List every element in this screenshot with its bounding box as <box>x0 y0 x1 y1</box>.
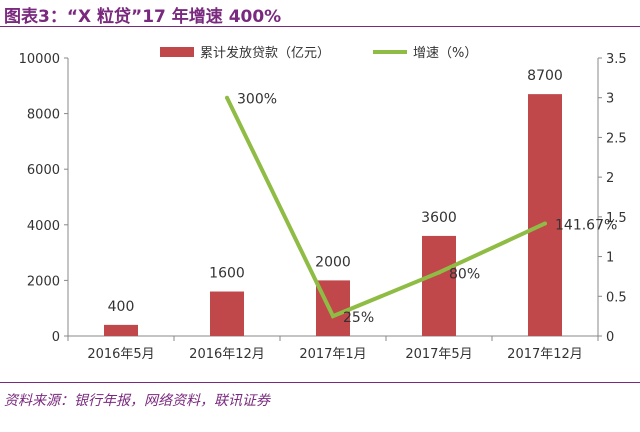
bar <box>210 291 244 336</box>
legend-line-label: 增速（%） <box>413 46 477 61</box>
bar-value-label: 2000 <box>315 254 351 270</box>
y-right-tick-label: 2.5 <box>606 131 627 146</box>
bars-series: 400 1600 2000 3600 8700 <box>104 68 563 336</box>
y-right-tick-label: 1 <box>606 251 614 266</box>
y-right-tick-label: 2 <box>606 171 614 186</box>
x-tick-label: 2017年12月 <box>507 347 583 362</box>
line-point <box>225 95 229 100</box>
line-series: 300% 25% 80% 141.67% <box>225 92 617 326</box>
bar <box>528 94 562 336</box>
y-left-tick-label: 8000 <box>27 108 60 123</box>
legend: 累计发放贷款（亿元） 增速（%） <box>160 45 477 61</box>
line-path <box>225 96 546 319</box>
line-value-label: 80% <box>449 266 480 282</box>
y-left-tick-label: 2000 <box>27 274 60 289</box>
y-right-tick-label: 3.5 <box>606 52 627 67</box>
x-tick-label: 2016年12月 <box>189 347 265 362</box>
line-value-label: 141.67% <box>555 217 617 233</box>
y-right-tick-label: 0 <box>606 330 614 345</box>
legend-bar-swatch <box>160 47 194 57</box>
bar <box>104 324 138 336</box>
y-right-tick-label: 3 <box>606 92 614 107</box>
x-tick-label: 2016年5月 <box>87 347 154 362</box>
y-left-tick-label: 4000 <box>27 219 60 234</box>
combo-chart: 0 2000 4000 6000 8000 10000 0 0.5 1 1.5 2 2.5 3 3.5 20… <box>19 45 627 362</box>
bar-value-label: 1600 <box>209 266 245 282</box>
y-left-tick-label: 6000 <box>27 163 60 178</box>
bar-value-label: 8700 <box>527 68 563 84</box>
legend-bar-label: 累计发放贷款（亿元） <box>200 45 330 61</box>
x-tick-label: 2017年5月 <box>405 347 472 362</box>
line-point <box>543 221 547 226</box>
y-right-tick-label: 0.5 <box>606 290 627 305</box>
axes: 0 2000 4000 6000 8000 10000 0 0.5 1 1.5 2 2.5 3 3.5 20… <box>19 52 627 362</box>
y-left-tick-label: 0 <box>52 330 60 345</box>
figure-title: 图表3：“X 粒贷”17 年增速 400% <box>4 7 282 27</box>
source-note: 资料来源：银行年报，网络资料，联讯证券 <box>4 393 270 409</box>
line-point <box>331 314 335 319</box>
y-right-tick-label: 1.5 <box>606 211 627 226</box>
line-value-label: 300% <box>237 92 277 108</box>
line-point <box>437 270 441 275</box>
y-left-tick-label: 10000 <box>19 52 60 67</box>
bar <box>422 235 456 336</box>
source-rule <box>0 382 640 383</box>
x-tick-label: 2017年1月 <box>299 347 366 362</box>
bar-value-label: 3600 <box>421 210 457 226</box>
bar-value-label: 400 <box>108 299 135 315</box>
line-value-label: 25% <box>343 310 374 326</box>
title-rule <box>0 26 640 27</box>
